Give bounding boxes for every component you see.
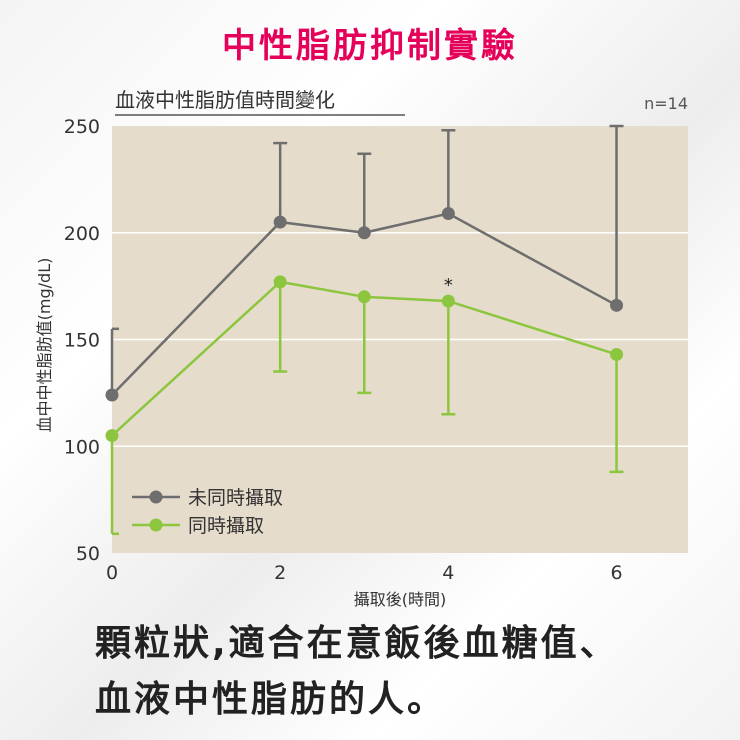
y-axis-label: 血中中性脂肪值(mg/dL): [35, 258, 54, 433]
y-tick-labels: 50 100 150 200 250: [64, 116, 100, 565]
legend-marker-0: [149, 490, 163, 504]
significance-marker-0: *: [444, 275, 453, 296]
x-tick-label-2: 2: [274, 562, 286, 584]
x-tick-label-0: 0: [106, 562, 118, 584]
series-points: [105, 207, 624, 443]
data-point-s0-2: [357, 226, 371, 240]
y-tick-label-150: 150: [64, 330, 100, 352]
y-tick-label-200: 200: [64, 223, 100, 245]
caption-line-2: 血液中性脂肪的人。: [95, 679, 447, 720]
caption: 顆粒狀,適合在意飯後血糖值、 血液中性脂肪的人。: [95, 616, 725, 728]
x-tick-labels: 0 2 4 6: [106, 562, 623, 584]
data-point-s1-4: [610, 347, 624, 361]
x-tick-label-4: 4: [442, 562, 454, 584]
legend-label-1: 同時攝取: [188, 515, 264, 537]
caption-line-1: 顆粒狀,適合在意飯後血糖值、: [95, 623, 619, 664]
data-point-s1-2: [357, 290, 371, 304]
legend-marker-1: [149, 518, 163, 532]
page-heading: 中性脂肪抑制實驗: [222, 26, 518, 66]
data-point-s0-4: [610, 298, 624, 312]
y-tick-label-100: 100: [64, 436, 100, 458]
x-tick-label-6: 6: [610, 562, 622, 584]
annotations: *: [444, 275, 453, 296]
sample-size-label: n=14: [644, 94, 688, 113]
legend-label-0: 未同時攝取: [188, 487, 283, 509]
x-axis-label: 攝取後(時間): [354, 590, 447, 609]
grid-lines: [112, 232, 688, 447]
y-tick-label-250: 250: [64, 116, 100, 138]
data-point-s0-0: [105, 388, 119, 402]
data-point-s0-3: [441, 207, 455, 221]
data-point-s1-1: [273, 275, 287, 289]
y-tick-label-50: 50: [76, 543, 100, 565]
error-bars: [110, 124, 624, 536]
chart-title: 血液中性脂肪值時間變化: [115, 88, 335, 112]
data-point-s1-3: [441, 294, 455, 308]
data-point-s0-1: [273, 215, 287, 229]
data-point-s1-0: [105, 429, 119, 443]
